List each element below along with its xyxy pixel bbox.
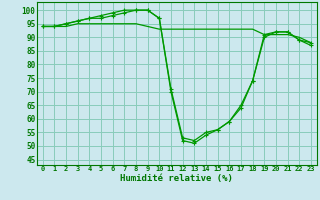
X-axis label: Humidité relative (%): Humidité relative (%)	[120, 174, 233, 183]
